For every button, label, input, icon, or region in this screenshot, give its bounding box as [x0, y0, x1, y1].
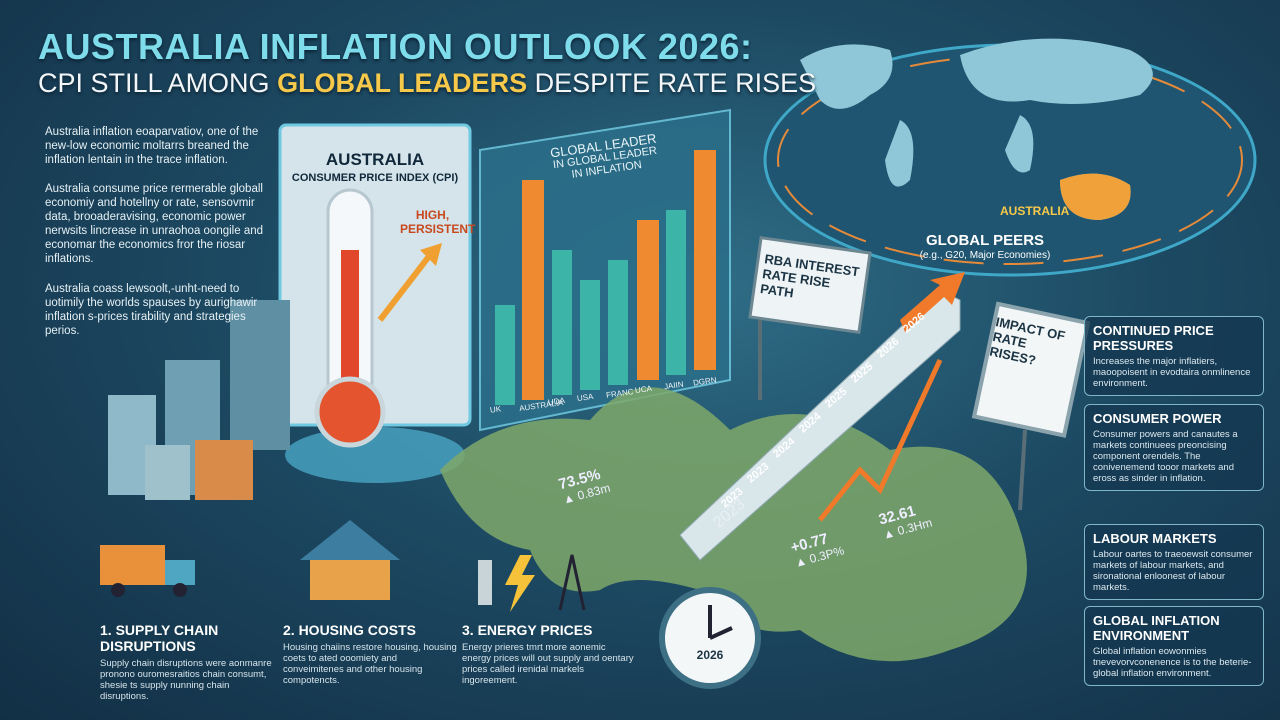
world-map	[800, 38, 1153, 220]
house	[300, 520, 400, 600]
truck	[100, 545, 195, 597]
factor-title: CONTINUED PRICE PRESSURES	[1093, 323, 1214, 353]
subtitle-part: CPI STILL AMONG	[38, 68, 278, 98]
cpi-subtitle: CONSUMER PRICE INDEX (CPI)	[291, 172, 459, 184]
thermometer-bulb	[314, 376, 386, 448]
subtitle-highlight: GLOBAL LEADERS	[277, 68, 528, 98]
australia-highlight	[1060, 173, 1131, 220]
factor-text: Consumer powers and canautes a markets c…	[1093, 429, 1238, 484]
australia-label: AUSTRALIA	[1000, 204, 1070, 218]
cpi-panel	[278, 123, 472, 427]
factor-title: GLOBAL INFLATION ENVIRONMENT	[1093, 613, 1220, 643]
subtitle: CPI STILL AMONG GLOBAL LEADERS DESPITE R…	[38, 68, 816, 99]
driver-title: 1. SUPPLY CHAIN DISRUPTIONS	[100, 622, 219, 654]
factor-title: CONSUMER POWER	[1093, 411, 1222, 426]
driver-title: 3. ENERGY PRICES	[462, 622, 593, 638]
factor-box: GLOBAL INFLATION ENVIRONMENT Global infla…	[1084, 606, 1264, 686]
factor-box: CONSUMER POWER Consumer powers and canaut…	[1084, 404, 1264, 491]
arrow	[377, 253, 433, 322]
clock-hands	[708, 605, 733, 640]
subtitle-part: DESPITE RATE RISES	[527, 68, 817, 98]
intro-paragraph: Australia consume price rermerable globa…	[45, 183, 264, 265]
factor-box: CONTINUED PRICE PRESSURES Increases the m…	[1084, 316, 1264, 396]
factor-box: LABOUR MARKETS Labour oartes to traeoewsi…	[1084, 524, 1264, 600]
driver-text: Supply chain disruptions were aonmanre p…	[100, 658, 272, 702]
stairs	[679, 289, 961, 561]
energy	[478, 554, 586, 612]
clock-year: 2026	[696, 648, 724, 662]
intro-paragraph: Australia coass lewsoolt,-unht-need to u…	[45, 283, 258, 337]
title: AUSTRALIA INFLATION OUTLOOK 2026:	[38, 26, 753, 67]
driver: 3. ENERGY PRICES Energy prieres tmrt more…	[462, 622, 637, 686]
rba-sign	[748, 236, 872, 334]
cpi-note: HIGH, PERSISTENT	[400, 208, 476, 236]
driver: 1. SUPPLY CHAIN DISRUPTIONS Supply chain …	[100, 622, 275, 702]
peers-note: (e.g., G20, Major Economies)	[919, 250, 1051, 261]
driver-text: Housing chaiins restore housing, housing…	[283, 642, 457, 686]
country-label: UK	[489, 404, 502, 415]
factor-title: LABOUR MARKETS	[1093, 531, 1217, 546]
driver-title: 2. HOUSING COSTS	[283, 622, 417, 638]
factor-text: Labour oartes to traeoewsit consumer mar…	[1093, 549, 1253, 593]
stairs-arrow	[900, 272, 965, 332]
factor-text: Global inflation eowonmies tnevevorvcone…	[1093, 646, 1252, 679]
cpi-title: AUSTRALIA	[325, 150, 425, 169]
sign-post	[1018, 429, 1027, 511]
intro-paragraph: Australia inflation eoaparvatiov, one of…	[45, 126, 259, 166]
impact-sign	[971, 301, 1091, 438]
city	[108, 300, 290, 500]
driver-text: Energy prieres tmrt more aonemic energy …	[462, 642, 634, 686]
arrow-head	[420, 243, 442, 266]
world-ring-accent	[777, 55, 1243, 265]
thermometer-fill	[341, 250, 359, 410]
country-labels: UK AUSTRALIA UDA USA FRANC UCA JAIIN DGRN	[489, 375, 730, 425]
trend-arrow	[818, 358, 943, 522]
decorative-bars	[495, 150, 716, 405]
driver: 2. HOUSING COSTS Housing chaiins restore …	[283, 622, 458, 686]
factor-text: Increases the major inflatiers, maoopois…	[1093, 356, 1251, 389]
peers-title: GLOBAL PEERS	[925, 232, 1045, 249]
